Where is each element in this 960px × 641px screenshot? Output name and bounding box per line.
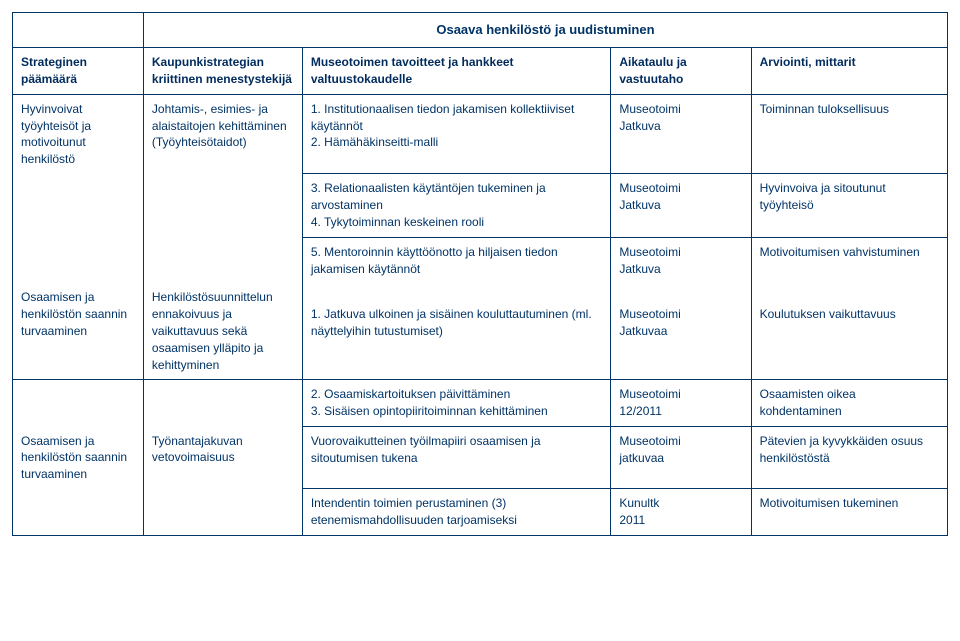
header-col1: Strateginen päämäärä xyxy=(13,48,144,95)
cell-c3: 1. Institutionaalisen tiedon jakamisen k… xyxy=(302,94,611,174)
cell-c4: MuseotoimiJatkuva xyxy=(611,94,751,174)
cell-c3: 3. Relationaalisten käytäntöjen tukemine… xyxy=(302,174,611,237)
cell-c1 xyxy=(13,380,144,427)
cell-c4: Museotoimijatkuvaa xyxy=(611,427,751,489)
cell-c1 xyxy=(13,237,144,283)
strategy-table: Osaava henkilöstö ja uudistuminen Strate… xyxy=(12,12,948,536)
header-col4: Aikataulu ja vastuutaho xyxy=(611,48,751,95)
cell-c5: Toiminnan tuloksellisuus xyxy=(751,94,947,174)
cell-c3: Intendentin toimien perustaminen (3) ete… xyxy=(302,489,611,536)
header-col2: Kaupunkistrategian kriittinen menestyste… xyxy=(143,48,302,95)
cell-c4: Kunultk2011 xyxy=(611,489,751,536)
cell-c3: 2. Osaamiskartoituksen päivittäminen3. S… xyxy=(302,380,611,427)
cell-c5: Motivoitumisen vahvistuminen xyxy=(751,237,947,283)
cell-c3: Vuorovaikutteinen työilmapiiri osaamisen… xyxy=(302,427,611,489)
cell-c2 xyxy=(143,489,302,536)
cell-c5: Hyvinvoiva ja sitoutunut työyhteisö xyxy=(751,174,947,237)
header-col3: Museotoimen tavoitteet ja hankkeet valtu… xyxy=(302,48,611,95)
cell-c5: Motivoitumisen tukeminen xyxy=(751,489,947,536)
cell-c2: Henkilöstösuunnittelun ennakoivuus ja va… xyxy=(143,283,302,379)
header-col5: Arviointi, mittarit xyxy=(751,48,947,95)
cell-c5: Pätevien ja kyvykkäiden osuus henkilöstö… xyxy=(751,427,947,489)
table-title: Osaava henkilöstö ja uudistuminen xyxy=(143,13,947,48)
cell-c4: MuseotoimiJatkuvaa xyxy=(611,283,751,379)
cell-c5: Osaamisten oikea kohdentaminen xyxy=(751,380,947,427)
cell-c4: MuseotoimiJatkuva xyxy=(611,237,751,283)
cell-c1 xyxy=(13,489,144,536)
cell-c1: Osaamisen ja henkilöstön saannin turvaam… xyxy=(13,283,144,379)
cell-c2 xyxy=(143,237,302,283)
title-spacer xyxy=(13,13,144,48)
cell-c2: Työnantajakuvan vetovoimaisuus xyxy=(143,427,302,489)
cell-c1 xyxy=(13,174,144,237)
cell-c2 xyxy=(143,174,302,237)
cell-c2 xyxy=(143,380,302,427)
cell-c2: Johtamis-, esimies- ja alaistaitojen keh… xyxy=(143,94,302,174)
cell-c3: 5. Mentoroinnin käyttöönotto ja hiljaise… xyxy=(302,237,611,283)
cell-c3: 1. Jatkuva ulkoinen ja sisäinen koulutta… xyxy=(302,283,611,379)
cell-c4: MuseotoimiJatkuva xyxy=(611,174,751,237)
cell-c1: Osaamisen ja henkilöstön saannin turvaam… xyxy=(13,427,144,489)
cell-c5: Koulutuksen vaikuttavuus xyxy=(751,283,947,379)
cell-c1: Hyvinvoivat työyhteisöt ja motivoitunut … xyxy=(13,94,144,174)
cell-c4: Museotoimi12/2011 xyxy=(611,380,751,427)
